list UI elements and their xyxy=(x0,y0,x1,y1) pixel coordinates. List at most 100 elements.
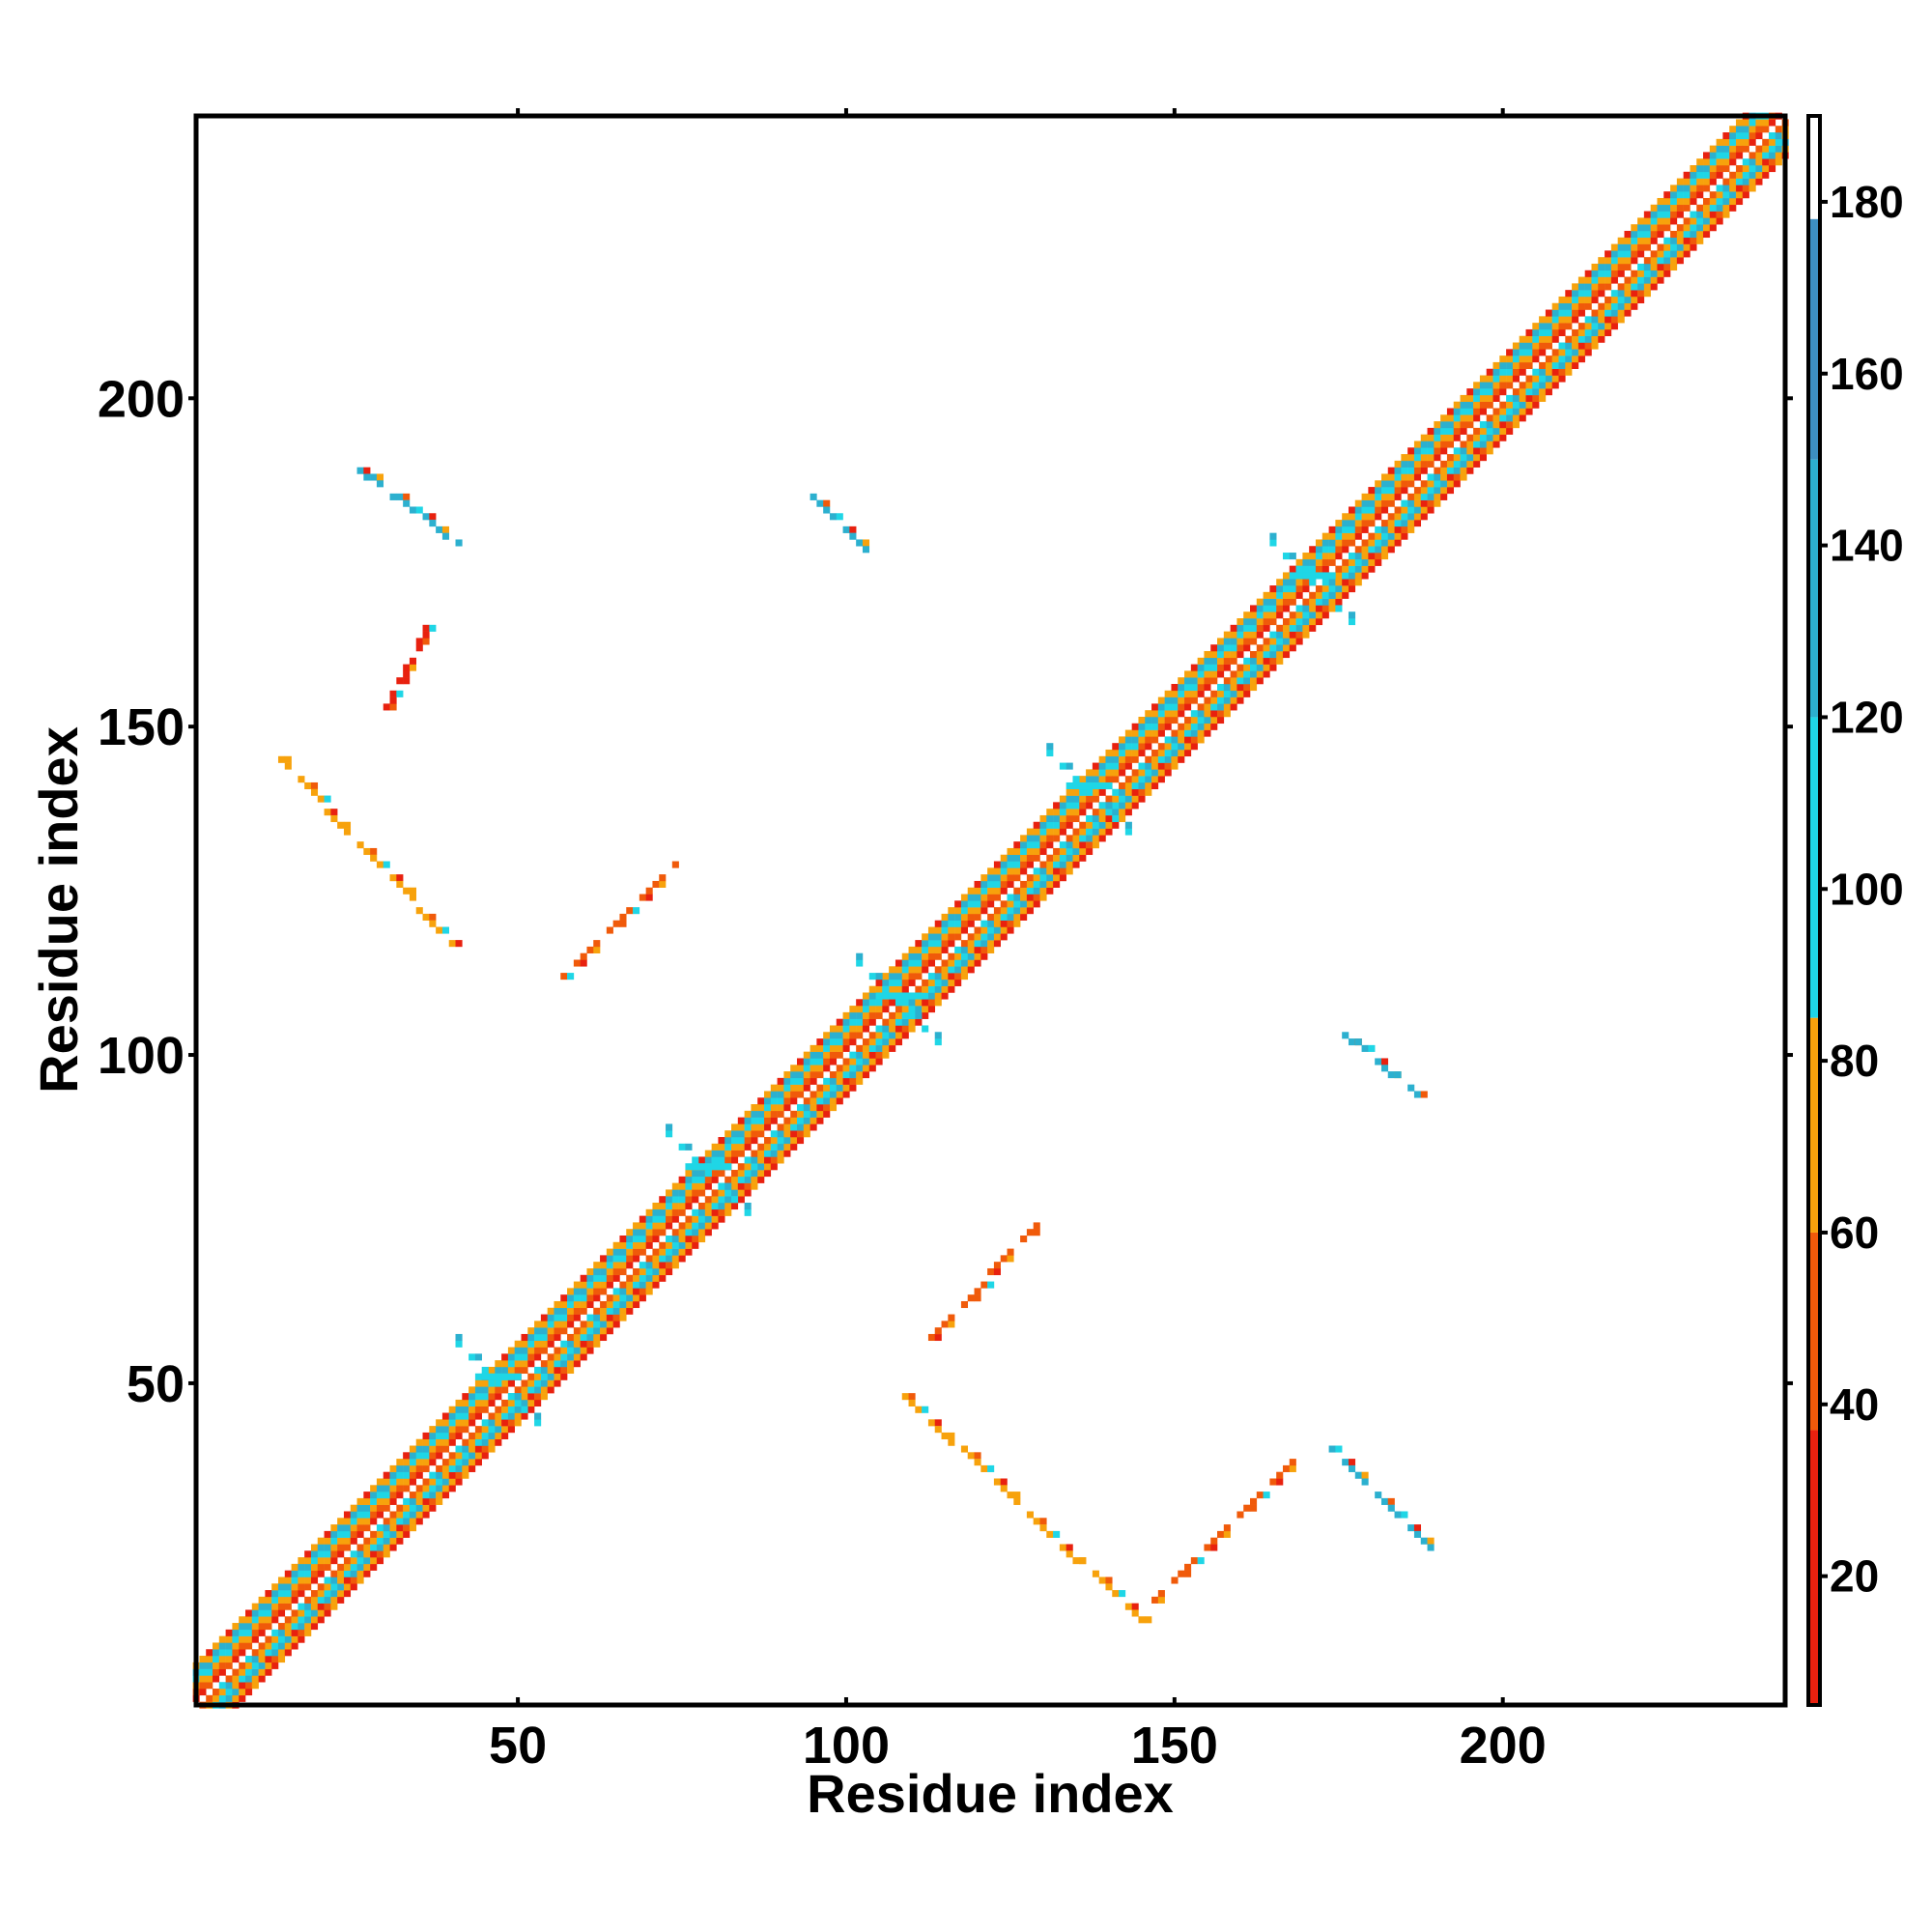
heatmap-cell xyxy=(409,1459,416,1466)
heatmap-cell xyxy=(1486,427,1493,435)
heatmap-cell xyxy=(218,1635,226,1643)
heatmap-cell xyxy=(645,1229,653,1236)
heatmap-cell xyxy=(1394,520,1402,527)
heatmap-cell xyxy=(1184,736,1192,744)
heatmap-cell xyxy=(737,1170,745,1178)
heatmap-cell xyxy=(1486,401,1493,409)
heatmap-cell xyxy=(488,1386,496,1394)
heatmap-cell xyxy=(239,1668,246,1676)
heatmap-cell xyxy=(849,526,857,533)
heatmap-cell xyxy=(1401,1511,1408,1519)
heatmap-cell xyxy=(1098,802,1106,810)
heatmap-cell xyxy=(1289,618,1296,626)
heatmap-cell xyxy=(685,1235,693,1243)
heatmap-cell xyxy=(1283,598,1291,606)
heatmap-cell xyxy=(751,1123,758,1131)
heatmap-cell xyxy=(600,1300,608,1309)
heatmap-cell xyxy=(554,1327,561,1335)
heatmap-cell xyxy=(1190,723,1198,730)
heatmap-cell xyxy=(941,940,949,948)
heatmap-cell xyxy=(823,1097,831,1105)
heatmap-cell xyxy=(633,1255,640,1263)
heatmap-cell xyxy=(1413,440,1422,448)
heatmap-cell xyxy=(271,1635,279,1643)
heatmap-cell xyxy=(980,946,988,953)
heatmap-cell xyxy=(1013,920,1021,927)
heatmap-cell xyxy=(718,1137,725,1145)
heatmap-cell xyxy=(429,513,437,521)
heatmap-cell xyxy=(383,1518,390,1525)
heatmap-cell xyxy=(987,867,995,875)
heatmap-cell xyxy=(810,1123,817,1131)
heatmap-cell xyxy=(1059,867,1066,875)
heatmap-cell xyxy=(796,1084,805,1092)
heatmap-cell xyxy=(330,1530,338,1538)
heatmap-cell xyxy=(1460,460,1467,468)
heatmap-cell xyxy=(1131,776,1139,783)
heatmap-cell xyxy=(626,1281,634,1289)
heatmap-cell xyxy=(396,1518,404,1525)
heatmap-cell xyxy=(849,1006,857,1013)
heatmap-cell xyxy=(1401,480,1408,488)
heatmap-cell xyxy=(1197,710,1205,718)
heatmap-cell xyxy=(1598,263,1605,271)
heatmap-cell xyxy=(1171,716,1179,724)
heatmap-cell xyxy=(744,1208,752,1216)
heatmap-cell xyxy=(633,907,640,915)
heatmap-cell xyxy=(265,1656,272,1663)
heatmap-cell xyxy=(1342,591,1350,599)
heatmap-cell xyxy=(1210,677,1218,685)
heatmap-cell xyxy=(777,1091,784,1098)
heatmap-cell xyxy=(704,1163,712,1171)
heatmap-cell xyxy=(396,1511,404,1519)
heatmap-cell xyxy=(829,1084,838,1092)
heatmap-cell xyxy=(1079,821,1087,829)
heatmap-cell xyxy=(1138,776,1146,783)
heatmap-cell xyxy=(514,1412,522,1420)
heatmap-cell xyxy=(1473,394,1481,402)
heatmap-cell xyxy=(659,1196,667,1204)
heatmap-cell xyxy=(507,1379,515,1387)
heatmap-cell xyxy=(1729,204,1737,212)
heatmap-cell xyxy=(875,999,883,1007)
heatmap-cell xyxy=(409,1492,416,1499)
heatmap-cell xyxy=(1131,755,1139,763)
heatmap-cell xyxy=(310,1623,319,1631)
heatmap-cell xyxy=(370,1557,378,1565)
heatmap-cell xyxy=(1217,696,1225,704)
heatmap-cell xyxy=(724,1203,732,1210)
heatmap-cell xyxy=(298,1590,305,1598)
heatmap-cell xyxy=(737,1163,745,1171)
heatmap-cell xyxy=(751,1117,758,1124)
heatmap-cell xyxy=(1434,427,1441,435)
heatmap-cell xyxy=(948,979,955,986)
heatmap-cell xyxy=(547,1353,554,1361)
heatmap-cell xyxy=(1551,335,1559,343)
heatmap-cell xyxy=(396,1537,404,1545)
heatmap-cell xyxy=(606,926,613,934)
heatmap-cell xyxy=(436,1492,443,1499)
heatmap-cell xyxy=(666,1215,673,1223)
heatmap-cell xyxy=(560,1366,568,1375)
heatmap-cell xyxy=(573,1353,581,1361)
heatmap-cell xyxy=(1676,204,1684,212)
heatmap-cell xyxy=(363,467,371,474)
heatmap-cell xyxy=(429,1438,437,1446)
heatmap-cell xyxy=(810,1117,817,1124)
heatmap-cell xyxy=(711,1150,719,1157)
heatmap-cell xyxy=(1256,1492,1264,1499)
heatmap-cell xyxy=(1446,421,1455,429)
heatmap-cell xyxy=(671,1189,679,1197)
heatmap-cell xyxy=(895,1032,903,1039)
heatmap-cell xyxy=(527,1406,535,1413)
heatmap-cell xyxy=(1499,382,1507,389)
heatmap-cell xyxy=(1217,690,1225,697)
heatmap-cell xyxy=(501,1353,509,1361)
heatmap-cell xyxy=(1283,553,1291,560)
heatmap-cell xyxy=(645,1281,653,1289)
heatmap-cell xyxy=(1223,696,1231,704)
heatmap-cell xyxy=(1539,349,1547,356)
heatmap-cell xyxy=(1729,145,1737,153)
heatmap-cell xyxy=(692,1208,699,1216)
heatmap-cell xyxy=(1361,526,1369,533)
